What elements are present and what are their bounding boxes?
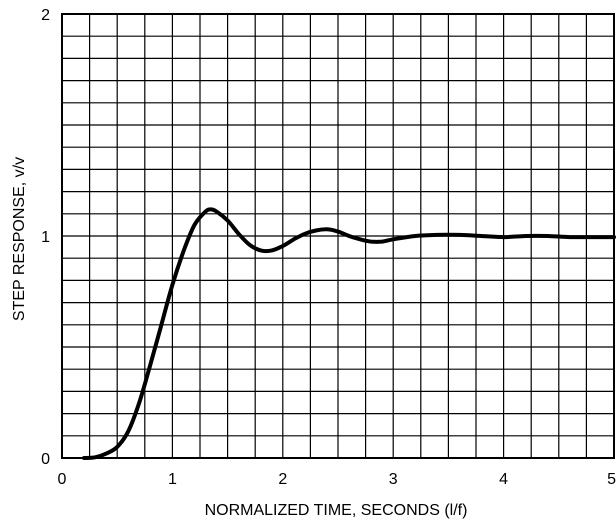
y-tick-label: 2 [41, 7, 50, 24]
y-tick-labels: 0 1 2 [41, 7, 50, 468]
y-axis-label: STEP RESPONSE, v/v [11, 157, 28, 321]
y-tick-label: 1 [41, 229, 50, 246]
y-tick-label: 0 [41, 451, 50, 468]
x-tick-label: 0 [58, 471, 67, 488]
x-tick-label: 1 [168, 471, 177, 488]
x-axis-label: NORMALIZED TIME, SECONDS (l/f) [205, 502, 468, 519]
x-tick-labels: 0 1 2 3 4 5 [58, 471, 616, 488]
x-tick-label: 4 [499, 471, 508, 488]
step-response-curve [82, 207, 616, 460]
x-tick-label: 3 [389, 471, 398, 488]
x-tick-label: 5 [607, 471, 616, 488]
x-tick-label: 2 [278, 471, 287, 488]
